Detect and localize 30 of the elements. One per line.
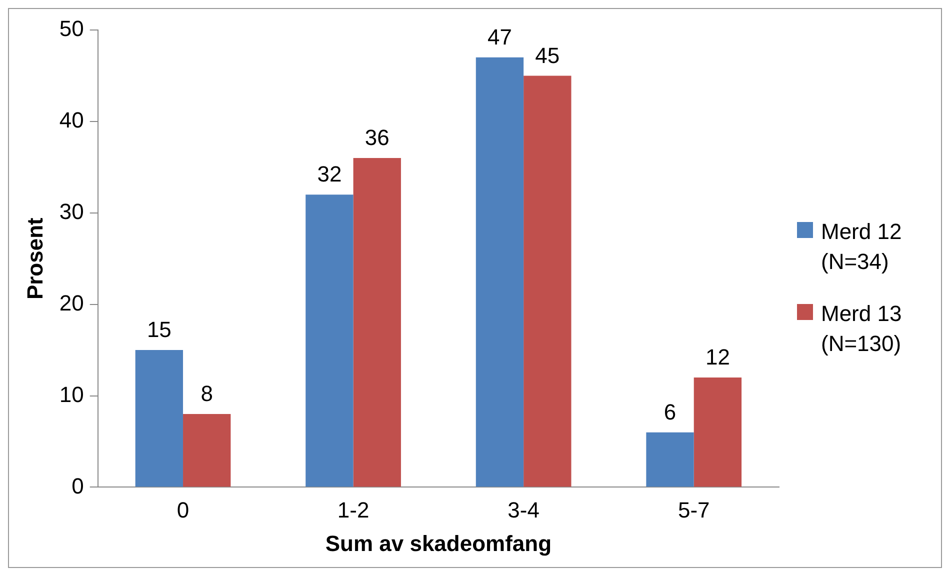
bar (476, 57, 524, 487)
y-tick-label: 0 (72, 473, 84, 498)
x-tick-label: 5-7 (678, 497, 710, 522)
bar (135, 350, 184, 487)
bar (183, 414, 231, 487)
y-tick-label: 40 (59, 108, 84, 133)
data-label: 8 (200, 381, 213, 406)
bar (306, 194, 354, 487)
bar (646, 432, 694, 487)
y-tick-label: 30 (59, 198, 84, 224)
data-label: 6 (664, 399, 676, 424)
data-label: 15 (146, 317, 172, 342)
y-tick-label: 20 (59, 290, 84, 316)
data-label: 47 (487, 24, 512, 50)
bar (353, 158, 401, 487)
data-label: 45 (535, 42, 560, 68)
legend-label: Merd 12 (N=34) (821, 218, 903, 276)
bar (694, 377, 742, 487)
legend-label: Merd 13 (N=130) (821, 300, 903, 358)
y-axis-title: Prosent (22, 216, 48, 300)
data-label: 36 (364, 125, 390, 150)
y-tick-label: 50 (59, 16, 84, 42)
x-tick-label: 3-4 (508, 497, 540, 522)
x-axis-title: Sum av skadeomfang (325, 530, 552, 556)
data-label: 12 (705, 344, 730, 370)
y-tick-label: 10 (59, 382, 84, 407)
data-label: 32 (317, 162, 342, 187)
x-tick-label: 1-2 (337, 497, 370, 522)
x-tick-label: 0 (176, 497, 190, 522)
bar (524, 76, 572, 487)
